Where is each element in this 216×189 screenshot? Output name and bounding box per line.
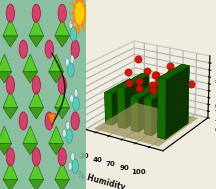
- Polygon shape: [3, 18, 18, 36]
- Polygon shape: [49, 72, 64, 83]
- Polygon shape: [0, 72, 12, 83]
- Polygon shape: [0, 54, 12, 72]
- Circle shape: [66, 129, 72, 143]
- Circle shape: [65, 58, 69, 66]
- Polygon shape: [55, 90, 70, 108]
- Circle shape: [58, 76, 66, 94]
- Polygon shape: [29, 108, 44, 119]
- Polygon shape: [0, 126, 12, 144]
- Circle shape: [58, 4, 66, 22]
- Circle shape: [6, 4, 14, 22]
- Polygon shape: [49, 144, 64, 155]
- Polygon shape: [55, 18, 70, 36]
- Circle shape: [19, 40, 27, 58]
- Circle shape: [58, 148, 66, 166]
- Polygon shape: [23, 144, 38, 155]
- Polygon shape: [55, 108, 70, 119]
- Polygon shape: [23, 126, 38, 144]
- Polygon shape: [23, 54, 38, 72]
- Circle shape: [6, 76, 14, 94]
- Polygon shape: [3, 90, 18, 108]
- Polygon shape: [23, 72, 38, 83]
- Circle shape: [45, 112, 53, 130]
- Circle shape: [62, 129, 66, 137]
- Polygon shape: [29, 18, 44, 36]
- Polygon shape: [3, 36, 18, 47]
- Circle shape: [45, 40, 53, 58]
- Circle shape: [6, 148, 14, 166]
- Polygon shape: [49, 126, 64, 144]
- Polygon shape: [3, 180, 18, 189]
- Circle shape: [68, 162, 72, 170]
- Polygon shape: [3, 162, 18, 180]
- Polygon shape: [3, 108, 18, 119]
- Circle shape: [72, 159, 78, 174]
- X-axis label: % Humidity: % Humidity: [76, 171, 126, 189]
- Polygon shape: [29, 162, 44, 180]
- Circle shape: [74, 1, 85, 26]
- Circle shape: [73, 97, 79, 111]
- Circle shape: [70, 94, 74, 103]
- Polygon shape: [55, 36, 70, 47]
- Circle shape: [71, 153, 75, 161]
- Circle shape: [71, 112, 79, 130]
- Polygon shape: [29, 36, 44, 47]
- Circle shape: [32, 76, 40, 94]
- Text: Evolved O$_2$  mmol/g$_\mathrm{catalyst}$: Evolved O$_2$ mmol/g$_\mathrm{catalyst}$: [214, 58, 216, 131]
- Polygon shape: [49, 54, 64, 72]
- Polygon shape: [29, 90, 44, 108]
- Circle shape: [32, 148, 40, 166]
- Circle shape: [32, 4, 40, 22]
- Circle shape: [68, 63, 74, 77]
- Polygon shape: [29, 180, 44, 189]
- Polygon shape: [55, 162, 70, 180]
- Polygon shape: [55, 180, 70, 189]
- Circle shape: [19, 112, 27, 130]
- Circle shape: [70, 55, 74, 64]
- Circle shape: [69, 20, 73, 29]
- Polygon shape: [0, 144, 12, 155]
- Polygon shape: [48, 113, 56, 125]
- Circle shape: [70, 27, 77, 41]
- Circle shape: [66, 121, 70, 130]
- Circle shape: [74, 89, 78, 97]
- Circle shape: [71, 40, 79, 58]
- Circle shape: [74, 20, 78, 29]
